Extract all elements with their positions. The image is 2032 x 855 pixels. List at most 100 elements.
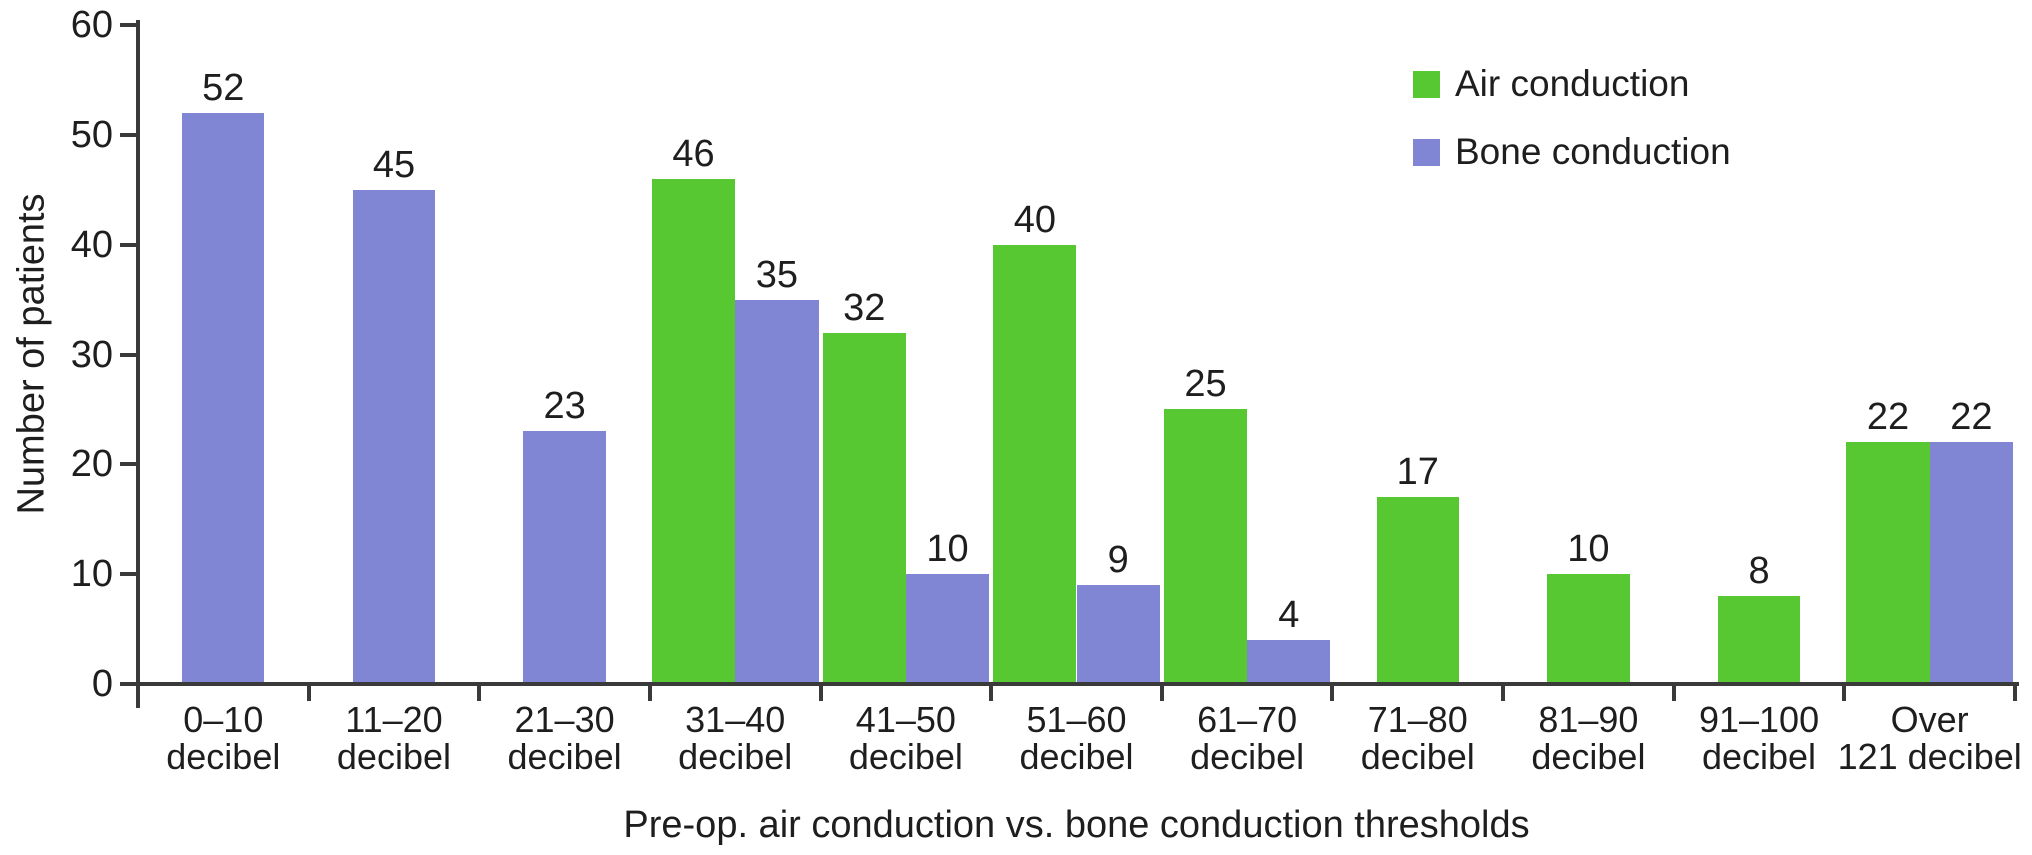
category-label: 41–50 decibel: [849, 701, 963, 775]
category-label-line: decibel: [336, 736, 451, 777]
category-label-line: 91–100: [1698, 699, 1820, 740]
category-label-line: 31–40: [685, 699, 786, 740]
legend-item-air-conduction: Air conduction: [1413, 63, 1689, 105]
bar-bone-conduction: [1076, 585, 1160, 684]
bar-air-conduction: [1717, 596, 1801, 684]
x-axis-tick: [818, 684, 823, 701]
bar-value-label: 35: [755, 253, 799, 296]
x-axis-line: [136, 682, 2019, 686]
category-label-line: decibel: [166, 736, 281, 777]
bar-air-conduction: [822, 332, 906, 684]
category-label: 0–10 decibel: [166, 701, 280, 775]
category-label-line: decibel: [678, 736, 793, 777]
bar-value-label: 46: [672, 132, 715, 175]
category-label: 71–80 decibel: [1361, 701, 1475, 775]
bar-bone-conduction: [1929, 442, 2013, 684]
y-tick-label: 60: [70, 4, 113, 46]
x-axis-tick: [1159, 684, 1164, 701]
bar-value-label: 40: [1013, 198, 1056, 241]
y-axis-tick: [120, 682, 137, 686]
bar-air-conduction: [651, 178, 736, 684]
y-axis-line: [136, 20, 140, 708]
category-label: 11–20 decibel: [337, 701, 451, 775]
legend-label: Bone conduction: [1455, 131, 1731, 172]
bar-bone-conduction: [1247, 640, 1331, 684]
bar-air-conduction: [1547, 574, 1630, 684]
category-label: 51–60 decibel: [1019, 701, 1133, 775]
bar-value-label: 9: [1107, 539, 1129, 582]
category-label-line: 61–70: [1197, 699, 1298, 740]
bar-air-conduction: [1846, 442, 1930, 684]
bar-value-label: 10: [926, 528, 969, 571]
y-tick-label: 50: [70, 113, 113, 156]
category-label-line: 11–20: [345, 699, 443, 740]
bar-value-label: 4: [1278, 594, 1300, 637]
bar-value-label: 10: [1567, 528, 1610, 571]
legend-swatch-air-conduction: [1413, 70, 1440, 98]
category-label-line: 0–10: [183, 699, 264, 740]
category-label-line: 51–60: [1026, 699, 1127, 740]
bar-value-label: 52: [202, 66, 245, 109]
x-axis-tick: [1330, 684, 1335, 701]
bar-bone-conduction: [182, 112, 265, 684]
bar-value-label: 23: [543, 385, 586, 428]
y-axis-tick: [120, 462, 137, 467]
legend-swatch-bone-conduction: [1413, 138, 1440, 166]
category-label-line: 81–90: [1538, 699, 1639, 740]
x-axis-tick: [2013, 684, 2017, 701]
y-tick-label: 30: [70, 333, 113, 376]
bar-value-label: 25: [1184, 363, 1227, 406]
category-label: 81–90 decibel: [1531, 701, 1645, 775]
x-axis-tick: [989, 684, 994, 701]
bar-value-label: 45: [372, 143, 416, 186]
y-tick-label: 10: [70, 553, 113, 596]
x-axis-tick: [1842, 684, 1847, 701]
category-label-line: decibel: [1531, 736, 1646, 777]
y-tick-label: 40: [70, 223, 113, 266]
category-label-line: decibel: [1190, 736, 1305, 777]
x-axis-tick: [477, 684, 482, 701]
category-label-line: 121 decibel: [1837, 736, 2022, 777]
bar-air-conduction: [993, 244, 1077, 684]
category-label-line: decibel: [1360, 736, 1475, 777]
x-axis-tick: [647, 684, 652, 701]
bar-value-label: 17: [1396, 451, 1439, 494]
y-axis-tick: [120, 242, 137, 247]
bar-bone-conduction: [735, 299, 819, 684]
x-axis-tick: [1501, 684, 1506, 701]
category-label: 21–30 decibel: [508, 701, 622, 775]
category-label-line: decibel: [1701, 736, 1817, 777]
bar-bone-conduction: [523, 431, 606, 684]
y-axis-tick: [120, 572, 137, 577]
y-tick-label: 0: [91, 663, 113, 705]
bar-value-label: 32: [843, 286, 886, 329]
category-label-line: decibel: [1019, 736, 1134, 777]
category-label: 31–40 decibel: [678, 701, 792, 775]
bar-air-conduction: [1163, 409, 1248, 684]
legend-label: Air conduction: [1455, 63, 1690, 104]
category-label-line: 41–50: [855, 699, 956, 740]
bar-bone-conduction: [905, 574, 990, 684]
x-axis-title: Pre-op. air conduction vs. bone conducti…: [623, 804, 1530, 846]
bar-value-label: 8: [1748, 550, 1770, 593]
y-axis-tick: [120, 352, 137, 357]
y-axis-tick: [120, 23, 137, 27]
y-tick-label: 20: [70, 443, 113, 486]
category-label-line: decibel: [507, 736, 622, 777]
category-label: Over 121 decibel: [1838, 701, 2022, 775]
bar-value-label: 22: [1866, 396, 1910, 439]
category-label: 61–70 decibel: [1190, 701, 1304, 775]
category-label-line: decibel: [848, 736, 963, 777]
bar-bone-conduction: [352, 189, 436, 684]
x-axis-tick: [1671, 684, 1676, 701]
y-axis-tick: [120, 132, 137, 137]
category-label: 91–100 decibel: [1699, 701, 1819, 775]
legend-item-bone-conduction: Bone conduction: [1413, 131, 1731, 173]
category-label-line: 21–30: [514, 699, 615, 740]
bar-air-conduction: [1376, 497, 1459, 684]
category-label-line: Over: [1890, 699, 1969, 740]
x-axis-tick: [306, 684, 311, 701]
category-label-line: 71–80: [1367, 699, 1468, 740]
bar-value-label: 22: [1950, 396, 1993, 439]
